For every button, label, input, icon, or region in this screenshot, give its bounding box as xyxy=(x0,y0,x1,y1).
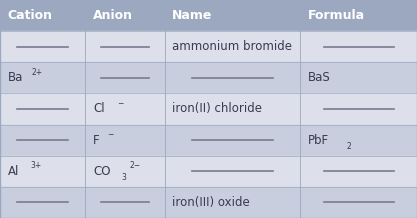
Text: CO: CO xyxy=(93,165,111,178)
Text: BaS: BaS xyxy=(308,71,331,84)
Bar xyxy=(0,94,417,124)
Text: Al: Al xyxy=(8,165,19,178)
Text: 2−: 2− xyxy=(130,161,141,170)
Text: 2+: 2+ xyxy=(32,68,43,77)
Bar xyxy=(165,0,300,31)
Text: iron(II) chloride: iron(II) chloride xyxy=(172,102,262,116)
Bar xyxy=(0,156,417,187)
Text: 3+: 3+ xyxy=(30,161,42,170)
Text: Cation: Cation xyxy=(8,9,53,22)
Bar xyxy=(0,187,417,218)
Text: iron(III) oxide: iron(III) oxide xyxy=(172,196,250,209)
Bar xyxy=(300,0,417,31)
Bar xyxy=(0,62,417,94)
Text: PbF: PbF xyxy=(308,134,329,147)
Text: 2: 2 xyxy=(346,142,351,151)
Text: Ba: Ba xyxy=(8,71,23,84)
Bar xyxy=(85,0,165,31)
Text: Cl: Cl xyxy=(93,102,105,116)
Text: Formula: Formula xyxy=(308,9,365,22)
Text: Anion: Anion xyxy=(93,9,133,22)
Text: −: − xyxy=(117,99,123,108)
Text: F: F xyxy=(93,134,100,147)
Text: ammonium bromide: ammonium bromide xyxy=(172,40,292,53)
Bar xyxy=(0,0,85,31)
Bar xyxy=(0,31,417,62)
Text: 3: 3 xyxy=(121,173,126,182)
Text: −: − xyxy=(107,130,113,139)
Bar xyxy=(0,124,417,156)
Text: Name: Name xyxy=(172,9,213,22)
